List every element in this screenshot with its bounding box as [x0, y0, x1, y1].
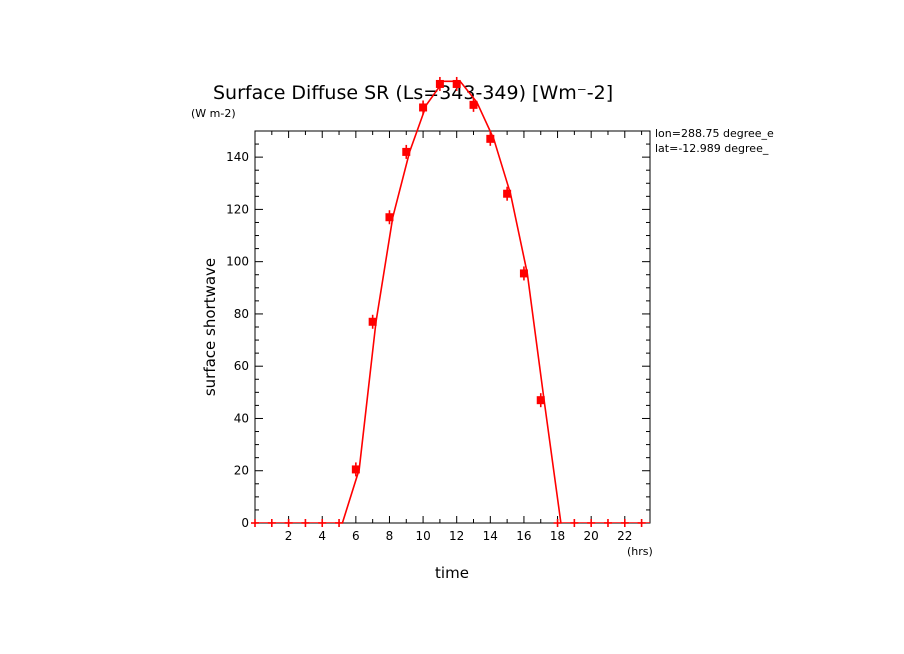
- x-axis-label: time: [435, 564, 469, 582]
- series-line: [255, 80, 650, 523]
- x-tick-label: 2: [285, 529, 293, 543]
- chart-title: Surface Diffuse SR (Ls=343-349) [Wm⁻-2]: [213, 82, 613, 104]
- x-tick-label: 22: [617, 529, 632, 543]
- x-tick-label: 6: [352, 529, 360, 543]
- x-tick-label: 16: [516, 529, 531, 543]
- y-tick-label: 100: [226, 255, 249, 269]
- marker-layer: [251, 76, 646, 527]
- annotation-lon: lon=288.75 degree_e: [655, 127, 774, 140]
- x-tick-label: 18: [550, 529, 565, 543]
- y-tick-label: 140: [226, 150, 249, 164]
- y-tick-label: 20: [234, 464, 249, 478]
- y-tick-label: 40: [234, 411, 249, 425]
- axes: 2 4 6 8 10 12 14 16 18 20 22 0 20 40 60 80 100 120 140: [226, 130, 651, 543]
- x-tick-label: 20: [584, 529, 599, 543]
- y-units-label: (W m-2): [191, 107, 236, 120]
- x-tick-label: 14: [483, 529, 498, 543]
- x-tick-label: 4: [318, 529, 326, 543]
- x-units-label: (hrs): [627, 545, 653, 558]
- y-tick-label: 80: [234, 307, 249, 321]
- series-layer: [255, 80, 650, 523]
- x-tick-label: 10: [415, 529, 430, 543]
- y-tick-label: 60: [234, 359, 249, 373]
- plot-frame: [254, 130, 651, 524]
- annotation-lat: lat=-12.989 degree_: [655, 142, 769, 155]
- y-axis-label: surface shortwave: [201, 258, 219, 396]
- y-tick-label: 0: [241, 516, 249, 530]
- x-tick-label: 8: [386, 529, 394, 543]
- x-tick-label: 12: [449, 529, 464, 543]
- y-tick-label: 120: [226, 202, 249, 216]
